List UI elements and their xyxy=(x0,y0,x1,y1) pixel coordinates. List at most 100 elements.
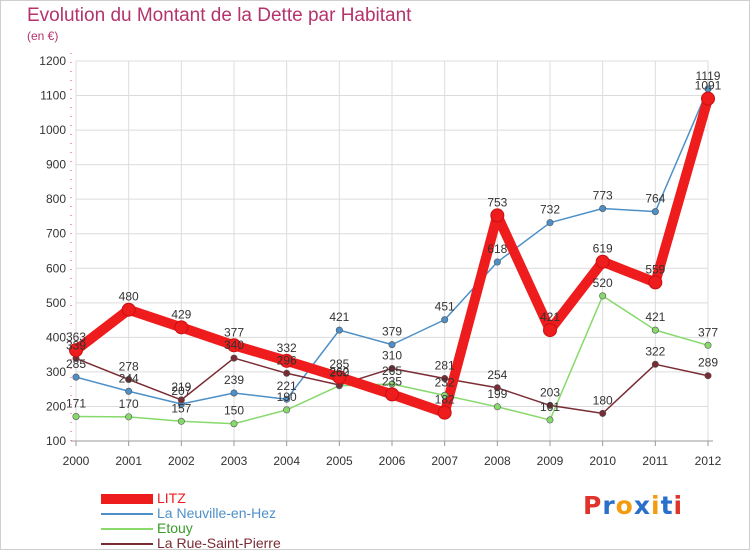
data-label: 1119 xyxy=(696,69,721,83)
y-tick-label: 200 xyxy=(46,399,66,413)
data-label: 732 xyxy=(540,203,560,217)
data-label: 332 xyxy=(277,341,297,355)
logo-letter: P xyxy=(583,491,603,520)
data-point xyxy=(121,302,136,317)
data-label: 289 xyxy=(698,356,718,370)
y-tick-label: 400 xyxy=(46,330,66,344)
x-tick-label: 2006 xyxy=(379,454,406,468)
data-point xyxy=(230,354,238,362)
data-label: 339 xyxy=(66,338,86,352)
data-point xyxy=(227,338,241,353)
data-label: 377 xyxy=(698,325,718,339)
data-label: 203 xyxy=(540,385,560,399)
data-label: 377 xyxy=(224,325,244,339)
x-tick-label: 2008 xyxy=(484,454,511,468)
data-label: 379 xyxy=(382,325,402,339)
data-point xyxy=(125,387,133,395)
data-label: 753 xyxy=(487,195,507,209)
data-label: 182 xyxy=(435,393,455,407)
data-label: 244 xyxy=(119,371,139,385)
data-point xyxy=(385,387,399,402)
data-label: 322 xyxy=(645,344,665,358)
data-point xyxy=(437,405,452,420)
data-label: 559 xyxy=(645,262,665,276)
data-point xyxy=(493,384,501,392)
legend-swatch xyxy=(101,528,153,530)
data-point xyxy=(599,409,607,417)
data-label: 618 xyxy=(487,242,507,256)
data-label: 363 xyxy=(66,330,86,344)
data-label: 190 xyxy=(277,390,297,404)
data-point xyxy=(490,208,505,223)
x-tick-label: 2000 xyxy=(63,454,90,468)
y-tick-label: 700 xyxy=(46,227,66,241)
data-point xyxy=(125,413,133,421)
legend-label: La Rue-Saint-Pierre xyxy=(157,535,281,551)
data-point xyxy=(177,396,185,404)
data-point xyxy=(174,320,189,335)
data-point xyxy=(441,391,449,399)
data-point xyxy=(332,370,347,385)
logo-letter: t xyxy=(660,491,674,520)
data-label: 310 xyxy=(382,348,402,362)
y-tick-label: 600 xyxy=(46,261,66,275)
data-label: 421 xyxy=(645,310,665,324)
data-label: 429 xyxy=(171,307,191,321)
x-tick-label: 2001 xyxy=(115,454,142,468)
y-tick-label: 300 xyxy=(46,365,66,379)
data-point xyxy=(125,376,133,384)
data-point xyxy=(441,374,449,382)
data-point xyxy=(388,380,396,388)
data-point xyxy=(279,353,294,368)
data-point xyxy=(177,417,185,425)
data-point xyxy=(493,258,501,266)
data-point xyxy=(543,323,557,338)
x-tick-label: 2004 xyxy=(273,454,300,468)
data-point xyxy=(388,341,396,349)
data-label: 232 xyxy=(435,375,455,389)
x-tick-label: 2011 xyxy=(642,454,668,468)
data-point xyxy=(599,292,607,300)
data-label: 235 xyxy=(382,374,402,388)
logo-letter: o xyxy=(615,491,634,520)
data-label: 281 xyxy=(435,358,455,372)
data-label: 170 xyxy=(119,397,139,411)
data-label: 171 xyxy=(66,396,86,410)
data-point xyxy=(493,403,501,411)
data-point xyxy=(651,360,659,368)
data-label: 285 xyxy=(66,357,86,371)
data-point xyxy=(69,343,83,358)
axes: 1002003004005006007008009001000110012002… xyxy=(39,53,722,468)
y-tick-label: 500 xyxy=(46,296,66,310)
data-point xyxy=(701,91,715,106)
data-point xyxy=(599,205,607,213)
proxiti-logo: Proxiti xyxy=(583,491,683,520)
y-tick-label: 1000 xyxy=(39,123,66,137)
data-label: 199 xyxy=(487,387,507,401)
series-points xyxy=(69,85,715,428)
x-tick-label: 2003 xyxy=(221,454,248,468)
legend-swatch xyxy=(101,513,153,515)
data-label: 221 xyxy=(277,379,297,393)
data-label: 619 xyxy=(593,242,613,256)
data-label: 296 xyxy=(277,353,297,367)
data-label: 1091 xyxy=(695,79,722,93)
data-point xyxy=(546,401,554,409)
data-label: 285 xyxy=(329,357,349,371)
data-point xyxy=(283,369,291,377)
data-point xyxy=(283,395,291,403)
data-point xyxy=(230,389,238,397)
y-tick-label: 1200 xyxy=(39,54,66,68)
x-tick-label: 2009 xyxy=(537,454,564,468)
data-label: 480 xyxy=(119,290,139,304)
data-label: 340 xyxy=(224,338,244,352)
data-label: 421 xyxy=(329,310,349,324)
data-point xyxy=(335,326,343,334)
data-label: 520 xyxy=(593,276,613,290)
x-tick-label: 2005 xyxy=(326,454,353,468)
logo-letter: i xyxy=(651,491,661,520)
data-point xyxy=(704,372,712,380)
data-point xyxy=(546,416,554,424)
data-label: 239 xyxy=(224,373,244,387)
